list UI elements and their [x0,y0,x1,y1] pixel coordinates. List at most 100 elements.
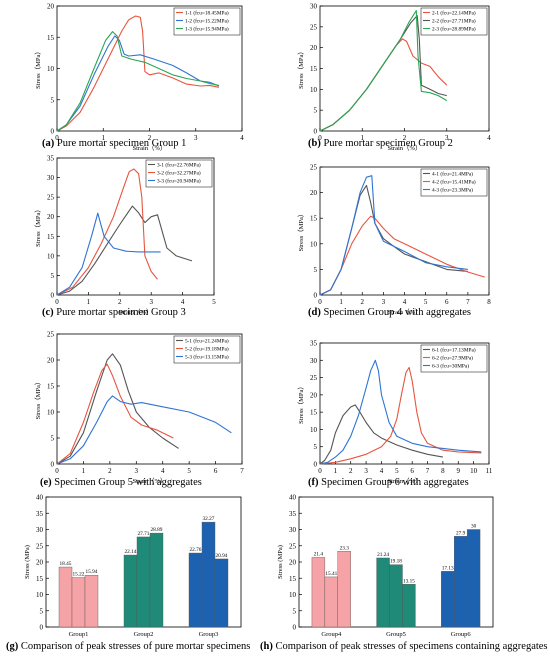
y-tick-label: 25 [289,542,297,550]
bar [311,557,326,628]
caption-letter: (g) [6,641,19,652]
bar [337,551,351,628]
x-tick-label: 3 [382,298,386,306]
y-tick-label: 20 [310,44,318,52]
y-tick-label: 20 [310,189,318,197]
legend-entry: 3-1 (fcu=22.76MPa) [157,162,201,169]
x-tick-label: 5 [395,467,399,475]
y-tick-label: 5 [314,107,318,115]
bar [58,566,73,628]
x-tick-label: 5 [187,467,191,475]
x-tick-label: 4 [240,134,244,142]
series-line-1 [56,353,179,465]
y-tick-label: 25 [36,542,44,550]
y-tick-label: 30 [47,174,55,182]
y-tick-label: 25 [47,331,55,339]
y-tick-label: 15 [47,34,55,42]
y-tick-label: 15 [310,215,318,223]
caption-text: Specimen Group 5 with aggregates [51,477,202,488]
x-tick-label: 3 [364,467,368,475]
plot-frame [319,342,490,465]
bar [84,574,99,628]
x-tick-label: 1 [334,467,338,475]
plot-frame [56,333,243,465]
caption-text: Pure mortar specimen Group 3 [53,307,186,318]
y-axis-label: Stress（MPa） [34,379,42,420]
bar-value-label: 15.41 [325,571,337,577]
bar [214,558,229,628]
legend-box [420,168,488,197]
y-tick-label: 15 [47,383,55,391]
series-line-2 [56,363,174,465]
x-tick-label: 0 [55,467,59,475]
y-tick-label: 20 [47,3,55,11]
y-tick-label: 25 [310,374,318,382]
bar [324,576,339,628]
category-label: Group3 [199,631,219,638]
series-line-3 [56,31,220,132]
bar [71,577,86,628]
legend-entry: 1-3 (fcu=15.94MPa) [185,26,229,33]
bar-value-label: 18.45 [60,561,72,567]
y-tick-label: 35 [47,155,55,163]
x-tick-label: 1 [82,467,86,475]
chart-panel-c: 0 1 2 3 4 5 0 5 10 15 20 25 30 35 Strain（%） Stress（MPa）… [34,155,216,317]
panel-caption-b: (b) Pure mortar specimen Group 2 [308,138,453,149]
y-tick-label: 20 [36,559,44,567]
x-tick-label: 1 [87,298,91,306]
panel-caption-c: (c) Pure mortar specimen Group 3 [42,307,186,318]
chart-panel-e: 0 1 2 3 4 5 6 7 0 5 10 15 20 25 Strain（%） Stress（MPa） 5-… [34,331,244,486]
legend-entry: 2-2 (fcu=27.71MPa) [432,18,476,25]
legend-entry: 1-2 (fcu=15.22MPa) [185,18,229,25]
y-axis-label: Stress（MPa） [34,48,42,89]
x-tick-label: 3 [149,298,153,306]
x-tick-label: 6 [410,467,414,475]
panel-caption-g: (g) Comparison of peak stresses of pure … [6,641,250,652]
y-tick-label: 10 [310,426,318,434]
x-tick-label: 2 [118,298,122,306]
x-tick-label: 4 [181,298,185,306]
x-tick-label: 5 [212,298,216,306]
category-label: Group1 [69,631,89,638]
y-axis-label: Stress (MPa) [277,545,284,579]
legend-entry: 6-3 (fcu=30MPa) [432,363,469,370]
legend-box [173,335,241,364]
y-axis-label: Stress（MPa） [297,383,305,424]
bar-value-label: 22.14 [125,549,137,555]
x-axis-label: Strain（%） [388,477,422,485]
bar [454,536,468,628]
x-axis-label: Strain（%） [119,308,153,316]
bar-value-label: 27.71 [138,531,150,537]
series-line-3 [319,175,468,296]
x-tick-label: 8 [441,467,445,475]
bar-value-label: 21.4 [314,551,324,557]
category-label: Group5 [386,631,406,638]
y-tick-label: 10 [47,252,55,260]
series-line-3 [56,212,161,296]
y-tick-label: 0 [51,292,55,300]
y-tick-label: 35 [36,510,44,518]
y-tick-label: 5 [314,443,318,451]
x-tick-label: 4 [403,298,407,306]
y-tick-label: 5 [293,607,297,615]
series-line-1 [319,404,443,465]
y-tick-label: 15 [289,575,297,583]
series-line-1 [319,184,468,296]
x-tick-label: 4 [161,467,165,475]
x-axis-label: Strain（%） [133,477,167,485]
y-tick-label: 40 [36,494,44,502]
series-line-1 [319,38,448,132]
x-tick-label: 2 [148,134,152,142]
bar-value-label: 27.9 [456,530,466,536]
legend-entry: 3-3 (fcu=20.94MPa) [157,178,201,185]
caption-letter: (f) [308,477,319,488]
y-tick-label: 5 [314,266,318,274]
x-tick-label: 10 [470,467,478,475]
y-tick-label: 10 [47,65,55,73]
category-label: Group6 [451,631,472,638]
y-axis-label: Stress（MPa） [297,211,305,252]
y-tick-label: 25 [310,23,318,31]
bar-value-label: 20.94 [216,553,228,559]
bar [123,554,138,628]
